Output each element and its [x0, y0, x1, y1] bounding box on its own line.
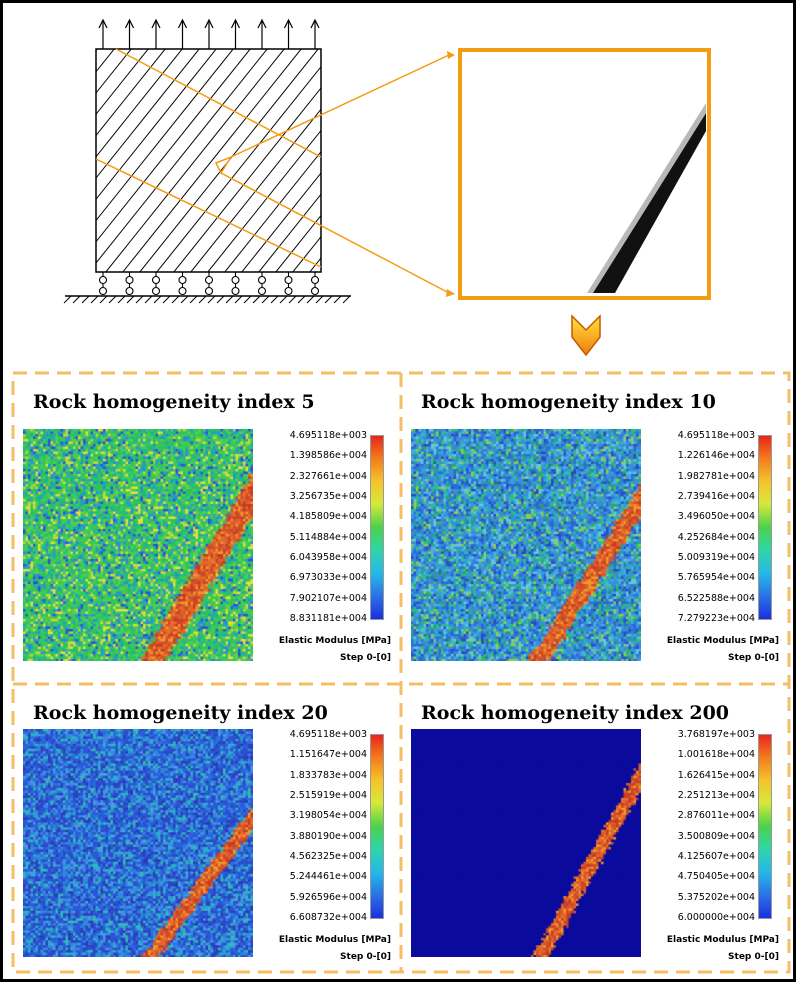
colorbar-tick: 4.562325e+004: [289, 851, 367, 862]
colorbar-tick: 4.695118e+003: [677, 430, 755, 441]
colorbar-tick: 4.750405e+004: [677, 871, 755, 883]
colorbar-tick: 1.982781e+004: [677, 470, 755, 482]
ground-hatch: [63, 295, 351, 304]
colorbar-tick: 6.043958e+004: [289, 552, 367, 563]
colorbar-tick: 3.768197e+003: [677, 729, 755, 740]
step-label: Step 0-[0]: [728, 653, 779, 663]
colorbar: [370, 435, 384, 620]
elastic-modulus-map: [411, 429, 641, 661]
zoom-window: [458, 48, 711, 300]
colorbar-tick: 3.880190e+004: [289, 830, 367, 842]
colorbar-tick: 5.765954e+004: [677, 572, 755, 584]
panel-homogeneity-10: Rock homogeneity index 10 4.695118e+003 …: [401, 373, 789, 684]
unit-label: Elastic Modulus [MPa]: [666, 935, 779, 945]
colorbar-tick: 5.009319e+004: [677, 552, 755, 563]
panel-title: Rock homogeneity index 200: [421, 702, 730, 724]
colorbar-ticks: 3.768197e+003 1.001618e+004 1.626415e+00…: [663, 729, 755, 925]
colorbar: [758, 435, 772, 620]
elastic-modulus-map: [23, 429, 253, 661]
colorbar-tick: 2.251213e+004: [677, 790, 755, 801]
colorbar-tick: 2.739416e+004: [677, 491, 755, 502]
colorbar-ticks: 4.695118e+003 1.151647e+004 1.833783e+00…: [275, 729, 367, 925]
colorbar-tick: 1.626415e+004: [677, 769, 755, 781]
colorbar-ticks: 4.695118e+003 1.398586e+004 2.327661e+00…: [275, 430, 367, 626]
colorbar-tick: 1.833783e+004: [289, 769, 367, 781]
colorbar-tick: 2.876011e+004: [677, 810, 755, 822]
colorbar-tick: 4.695118e+003: [289, 729, 367, 740]
step-label: Step 0-[0]: [340, 952, 391, 962]
zoom-guide-lines: [95, 48, 450, 294]
colorbar-tick: 1.226146e+004: [677, 450, 755, 462]
chevron-down-icon: [571, 314, 601, 357]
colorbar-tick: 6.000000e+004: [677, 912, 755, 923]
elastic-modulus-map: [411, 729, 641, 957]
colorbar: [370, 734, 384, 919]
specimen-body: [95, 48, 455, 297]
unit-label: Elastic Modulus [MPa]: [666, 636, 779, 646]
colorbar-tick: 7.902107e+004: [289, 592, 367, 604]
colorbar-tick: 1.398586e+004: [289, 450, 367, 462]
colorbar: [758, 734, 772, 919]
panel-homogeneity-20: Rock homogeneity index 20 4.695118e+003 …: [13, 684, 401, 972]
colorbar-tick: 3.496050e+004: [677, 511, 755, 523]
colorbar-tick: 2.327661e+004: [289, 470, 367, 482]
colorbar-tick: 6.608732e+004: [289, 912, 367, 923]
panel-title: Rock homogeneity index 20: [33, 702, 328, 724]
elastic-modulus-map: [23, 729, 253, 957]
unit-label: Elastic Modulus [MPa]: [278, 935, 391, 945]
colorbar-tick: 1.151647e+004: [289, 749, 367, 761]
colorbar-ticks: 4.695118e+003 1.226146e+004 1.982781e+00…: [663, 430, 755, 626]
colorbar-tick: 3.256735e+004: [289, 491, 367, 502]
panel-homogeneity-200: Rock homogeneity index 200 3.768197e+003…: [401, 684, 789, 972]
colorbar-tick: 6.522588e+004: [677, 592, 755, 604]
colorbar-tick: 4.185809e+004: [289, 511, 367, 523]
panel-title: Rock homogeneity index 5: [33, 391, 315, 413]
panel-title: Rock homogeneity index 10: [421, 391, 716, 413]
tension-arrows: [98, 18, 320, 49]
colorbar-tick: 5.244461e+004: [289, 871, 367, 883]
colorbar-tick: 1.001618e+004: [677, 749, 755, 761]
colorbar-tick: 4.125607e+004: [677, 851, 755, 862]
step-label: Step 0-[0]: [340, 653, 391, 663]
colorbar-tick: 6.973033e+004: [289, 572, 367, 584]
specimen-schematic: [63, 18, 711, 357]
colorbar-tick: 5.114884e+004: [289, 531, 367, 543]
colorbar-tick: 4.695118e+003: [289, 430, 367, 441]
colorbar-tick: 5.926596e+004: [289, 891, 367, 903]
panel-homogeneity-5: Rock homogeneity index 5 4.695118e+003 1…: [13, 373, 401, 684]
colorbar-tick: 4.252684e+004: [677, 531, 755, 543]
colorbar-tick: 7.279223e+004: [677, 613, 755, 624]
step-label: Step 0-[0]: [728, 952, 779, 962]
colorbar-tick: 8.831181e+004: [289, 613, 367, 624]
colorbar-tick: 3.198054e+004: [289, 810, 367, 822]
colorbar-tick: 3.500809e+004: [677, 830, 755, 842]
colorbar-tick: 5.375202e+004: [677, 891, 755, 903]
colorbar-tick: 2.515919e+004: [289, 790, 367, 801]
roller-supports: [98, 272, 320, 296]
unit-label: Elastic Modulus [MPa]: [278, 636, 391, 646]
